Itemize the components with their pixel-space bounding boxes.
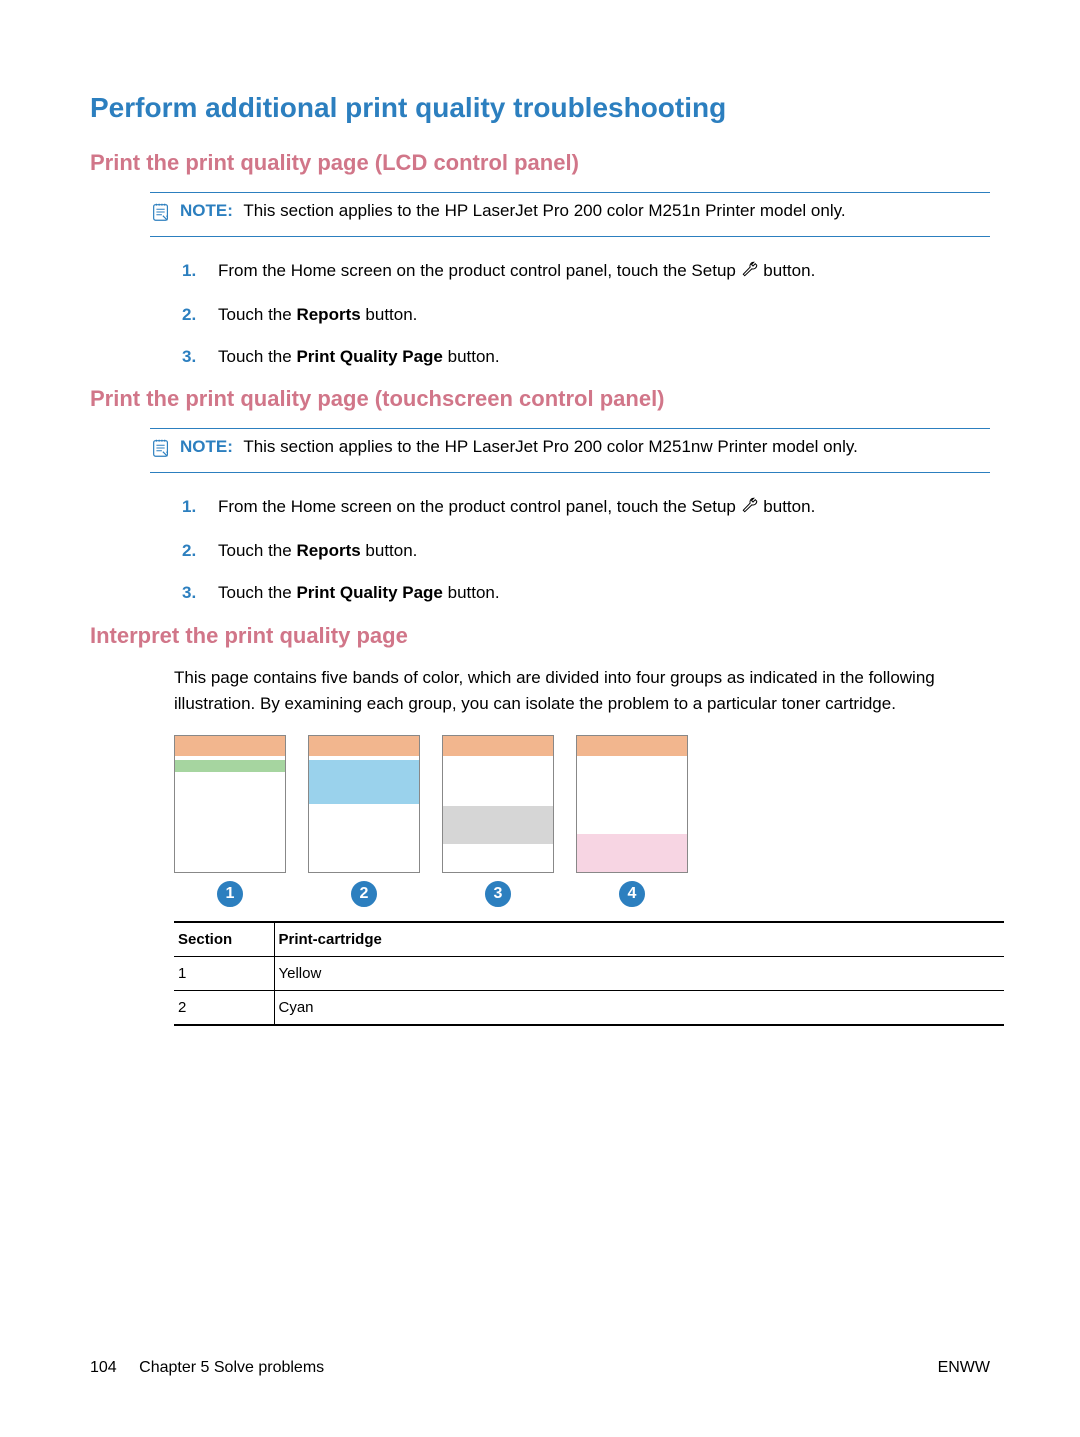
table-header-cartridge: Print-cartridge (274, 922, 1004, 957)
diagram-card (174, 735, 286, 873)
color-band (443, 806, 553, 844)
diagram-card (308, 735, 420, 873)
diagram-card (576, 735, 688, 873)
steps-list-lcd: From the Home screen on the product cont… (182, 259, 990, 368)
color-band-diagram: 1 2 3 4 (174, 735, 714, 907)
list-item: From the Home screen on the product cont… (182, 259, 990, 285)
list-item: Touch the Print Quality Page button. (182, 345, 990, 369)
table-row: 1Yellow (174, 957, 1004, 991)
list-item: Touch the Reports button. (182, 539, 990, 563)
note-icon (150, 201, 172, 228)
footer-right: ENWW (938, 1359, 990, 1377)
color-band (175, 760, 285, 772)
page-number: 104 (90, 1359, 117, 1376)
steps-list-touch: From the Home screen on the product cont… (182, 495, 990, 604)
table-cell: 1 (174, 957, 274, 991)
list-item: From the Home screen on the product cont… (182, 495, 990, 521)
diagram-callout: 1 (217, 881, 243, 907)
note-label: NOTE: (180, 437, 233, 456)
page-footer: 104 Chapter 5 Solve problems ENWW (90, 1359, 990, 1377)
document-page: Perform additional print quality trouble… (0, 0, 1080, 1437)
section-heading-touch: Print the print quality page (touchscree… (90, 386, 990, 412)
diagram-callout: 2 (351, 881, 377, 907)
color-band (577, 736, 687, 756)
color-band (443, 736, 553, 756)
wrench-icon (741, 496, 759, 521)
diagram-callout: 4 (619, 881, 645, 907)
color-band (309, 760, 419, 804)
note-lcd: NOTE: This section applies to the HP Las… (150, 192, 990, 237)
table-cell: Yellow (274, 957, 1004, 991)
chapter-label: Chapter 5 Solve problems (139, 1359, 324, 1376)
note-label: NOTE: (180, 201, 233, 220)
table-cell: 2 (174, 991, 274, 1026)
note-icon (150, 437, 172, 464)
diagram-card (442, 735, 554, 873)
color-band (309, 736, 419, 756)
table-row: 2Cyan (174, 991, 1004, 1026)
note-text: This section applies to the HP LaserJet … (243, 201, 845, 220)
section-heading-interpret: Interpret the print quality page (90, 623, 990, 649)
list-item: Touch the Print Quality Page button. (182, 581, 990, 605)
section-heading-lcd: Print the print quality page (LCD contro… (90, 150, 990, 176)
table-header-section: Section (174, 922, 274, 957)
note-touch: NOTE: This section applies to the HP Las… (150, 428, 990, 473)
list-item: Touch the Reports button. (182, 303, 990, 327)
color-band (175, 736, 285, 756)
page-title: Perform additional print quality trouble… (90, 92, 990, 124)
note-text: This section applies to the HP LaserJet … (243, 437, 858, 456)
interpret-paragraph: This page contains five bands of color, … (174, 665, 990, 718)
cartridge-table: Section Print-cartridge 1Yellow2Cyan (174, 921, 1004, 1026)
diagram-callout: 3 (485, 881, 511, 907)
wrench-icon (741, 260, 759, 285)
color-band (577, 834, 687, 873)
table-cell: Cyan (274, 991, 1004, 1026)
